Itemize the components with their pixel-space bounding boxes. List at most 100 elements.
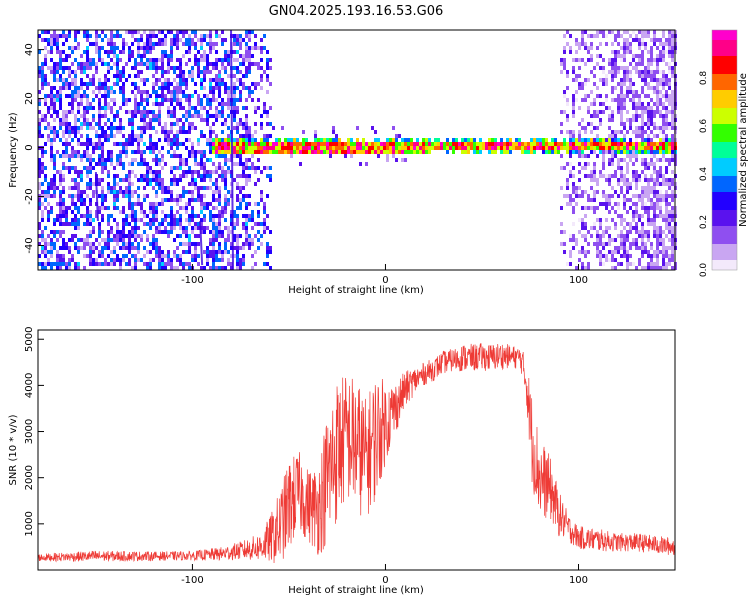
heatmap-cell xyxy=(197,62,200,66)
heatmap-cell xyxy=(53,102,56,106)
heatmap-cell xyxy=(62,202,65,206)
heatmap-cell xyxy=(644,190,647,194)
heatmap-cell xyxy=(77,262,80,266)
heatmap-cell xyxy=(647,214,650,218)
heatmap-cell xyxy=(188,38,191,42)
heatmap-cell xyxy=(236,78,239,82)
heatmap-cell xyxy=(491,150,494,154)
heatmap-cell xyxy=(179,154,182,158)
heatmap-cell xyxy=(86,150,89,154)
heatmap-cell xyxy=(110,190,113,194)
heatmap-cell xyxy=(158,150,161,154)
colorbar-step xyxy=(712,154,737,157)
heatmap-cell xyxy=(413,146,416,150)
heatmap-cell xyxy=(110,34,113,38)
heatmap-cell xyxy=(620,238,623,242)
heatmap-cell xyxy=(470,142,473,146)
heatmap-cell xyxy=(146,62,149,66)
heatmap-cell xyxy=(239,122,242,126)
heatmap-cell xyxy=(110,126,113,130)
heatmap-cell xyxy=(641,162,644,166)
heatmap-cell xyxy=(230,214,233,218)
heatmap-cell xyxy=(602,102,605,106)
heatmap-cell xyxy=(605,150,608,154)
heatmap-cell xyxy=(38,186,41,190)
heatmap-cell xyxy=(635,66,638,70)
heatmap-cell xyxy=(641,250,644,254)
heatmap-cell xyxy=(62,58,65,62)
heatmap-cell xyxy=(83,190,86,194)
heatmap-cell xyxy=(131,162,134,166)
y-tick-label: 20 xyxy=(24,92,35,105)
heatmap-cell xyxy=(197,102,200,106)
heatmap-cell xyxy=(227,190,230,194)
heatmap-cell xyxy=(593,206,596,210)
heatmap-cell xyxy=(104,242,107,246)
heatmap-cell xyxy=(155,102,158,106)
heatmap-cell xyxy=(50,230,53,234)
heatmap-cell xyxy=(209,90,212,94)
heatmap-cell xyxy=(593,138,596,142)
heatmap-cell xyxy=(236,162,239,166)
heatmap-cell xyxy=(656,46,659,50)
heatmap-cell xyxy=(335,142,338,146)
heatmap-cell xyxy=(110,158,113,162)
heatmap-cell xyxy=(653,122,656,126)
heatmap-cell xyxy=(110,66,113,70)
heatmap-cell xyxy=(227,238,230,242)
heatmap-cell xyxy=(179,102,182,106)
heatmap-cell xyxy=(107,234,110,238)
heatmap-cell xyxy=(209,62,212,66)
heatmap-cell xyxy=(104,158,107,162)
heatmap-cell xyxy=(188,238,191,242)
heatmap-cell xyxy=(65,110,68,114)
heatmap-cell xyxy=(650,146,653,150)
heatmap-cell xyxy=(98,206,101,210)
heatmap-cell xyxy=(662,238,665,242)
heatmap-cell xyxy=(239,146,242,150)
heatmap-cell xyxy=(59,254,62,258)
heatmap-cell xyxy=(218,194,221,198)
heatmap-cell xyxy=(116,66,119,70)
heatmap-cell xyxy=(617,34,620,38)
heatmap-cell xyxy=(161,86,164,90)
heatmap-cell xyxy=(590,178,593,182)
heatmap-cell xyxy=(128,250,131,254)
heatmap-cell xyxy=(362,146,365,150)
heatmap-cell xyxy=(134,86,137,90)
heatmap-cell xyxy=(578,230,581,234)
heatmap-cell xyxy=(89,214,92,218)
heatmap-cell xyxy=(209,230,212,234)
heatmap-cell xyxy=(53,154,56,158)
heatmap-cell xyxy=(251,62,254,66)
heatmap-cell xyxy=(188,126,191,130)
heatmap-cell xyxy=(596,246,599,250)
heatmap-cell xyxy=(563,230,566,234)
heatmap-cell xyxy=(254,222,257,226)
heatmap-cell xyxy=(92,226,95,230)
heatmap-cell xyxy=(62,142,65,146)
heatmap-cell xyxy=(56,110,59,114)
heatmap-cell xyxy=(614,70,617,74)
heatmap-cell xyxy=(359,162,362,166)
heatmap-cell xyxy=(215,58,218,62)
heatmap-cell xyxy=(98,86,101,90)
heatmap-cell xyxy=(641,190,644,194)
heatmap-cell xyxy=(647,182,650,186)
heatmap-cell xyxy=(206,226,209,230)
heatmap-cell xyxy=(254,170,257,174)
colorbar-label: Normalized spectral amplitude xyxy=(738,73,749,227)
heatmap-cell xyxy=(128,174,131,178)
heatmap-cell xyxy=(176,234,179,238)
heatmap-cell xyxy=(104,98,107,102)
heatmap-cell xyxy=(557,150,560,154)
heatmap-cell xyxy=(113,234,116,238)
heatmap-cell xyxy=(656,206,659,210)
heatmap-cell xyxy=(500,142,503,146)
heatmap-cell xyxy=(59,178,62,182)
heatmap-cell xyxy=(641,126,644,130)
heatmap-cell xyxy=(248,62,251,66)
heatmap-cell xyxy=(218,214,221,218)
heatmap-cell xyxy=(185,42,188,46)
heatmap-cell xyxy=(608,234,611,238)
